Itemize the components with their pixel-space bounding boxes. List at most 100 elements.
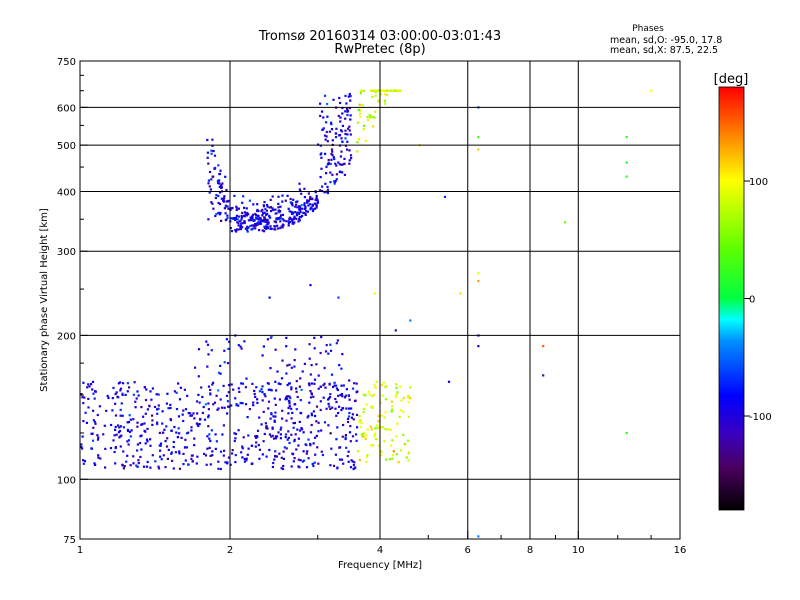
data-point <box>252 404 255 407</box>
data-point <box>342 163 345 166</box>
data-point <box>258 229 261 232</box>
data-point <box>267 382 270 385</box>
data-point <box>384 411 387 414</box>
data-point <box>200 386 203 389</box>
data-point <box>265 427 268 430</box>
data-point <box>227 207 230 210</box>
data-point <box>195 462 198 465</box>
data-point <box>193 417 196 420</box>
data-point <box>257 444 260 447</box>
data-point <box>273 225 276 228</box>
data-point <box>356 150 359 153</box>
data-point <box>282 464 285 468</box>
data-point <box>369 116 372 119</box>
data-point <box>335 164 338 167</box>
data-point <box>239 226 242 229</box>
data-point <box>230 207 233 210</box>
data-point <box>214 214 217 218</box>
data-point <box>146 460 149 464</box>
data-point <box>326 140 329 143</box>
data-point <box>477 272 480 275</box>
data-point <box>235 214 238 217</box>
data-point <box>87 383 90 386</box>
data-point <box>344 117 347 120</box>
data-point <box>285 397 289 400</box>
data-point <box>288 395 291 398</box>
data-point <box>323 94 327 97</box>
data-point <box>240 347 243 350</box>
data-point <box>350 407 353 410</box>
data-point <box>207 408 210 411</box>
data-point <box>167 407 170 410</box>
data-point <box>326 188 329 191</box>
data-point <box>342 462 345 465</box>
data-point <box>202 405 205 409</box>
data-point <box>285 220 288 223</box>
data-point <box>203 418 207 421</box>
data-point <box>197 375 200 378</box>
data-point <box>373 393 376 396</box>
data-point <box>196 423 199 426</box>
data-point <box>209 393 212 396</box>
data-point <box>389 428 392 431</box>
data-point <box>246 453 249 456</box>
data-point <box>347 460 350 463</box>
data-point <box>209 454 212 457</box>
data-point <box>353 382 356 385</box>
data-point <box>190 457 193 460</box>
data-point <box>148 404 151 407</box>
data-point <box>219 398 222 401</box>
data-point <box>324 138 327 141</box>
data-point <box>266 205 269 208</box>
data-point <box>221 182 224 185</box>
data-point <box>275 389 278 392</box>
data-point <box>193 437 196 440</box>
data-point <box>151 419 154 422</box>
data-point <box>290 417 293 420</box>
data-point <box>366 454 369 457</box>
data-point <box>395 435 398 438</box>
data-point <box>263 211 266 214</box>
data-point <box>447 380 451 383</box>
data-point <box>394 396 397 399</box>
data-point <box>244 227 247 230</box>
data-point <box>359 90 362 93</box>
data-point <box>129 418 132 421</box>
data-point <box>223 449 226 452</box>
data-point <box>177 415 181 418</box>
data-point <box>250 215 253 218</box>
data-point <box>327 161 330 164</box>
data-point <box>217 211 220 214</box>
data-point <box>157 467 161 470</box>
data-point <box>230 217 233 220</box>
data-point <box>345 107 349 110</box>
data-point <box>177 427 180 430</box>
data-point <box>334 136 338 139</box>
data-point <box>299 211 302 214</box>
data-point <box>207 416 210 419</box>
data-point <box>321 453 324 457</box>
data-point <box>91 439 95 442</box>
data-point <box>328 130 331 133</box>
data-point <box>348 159 351 162</box>
data-point <box>211 138 214 141</box>
data-point <box>290 218 293 222</box>
data-point <box>261 385 264 388</box>
data-point <box>260 388 263 391</box>
data-point <box>212 150 215 153</box>
data-point <box>270 227 273 230</box>
data-point <box>336 466 339 469</box>
data-point <box>241 201 244 204</box>
data-point <box>353 466 356 469</box>
data-point <box>269 216 272 219</box>
data-point <box>291 411 294 414</box>
data-point <box>178 467 182 470</box>
data-point <box>241 226 244 229</box>
data-point <box>258 416 261 419</box>
data-point <box>312 410 315 413</box>
data-point <box>269 388 272 391</box>
data-point <box>338 405 341 408</box>
x-tick-label: 16 <box>674 545 687 556</box>
data-point <box>358 109 362 112</box>
data-point <box>233 194 236 197</box>
